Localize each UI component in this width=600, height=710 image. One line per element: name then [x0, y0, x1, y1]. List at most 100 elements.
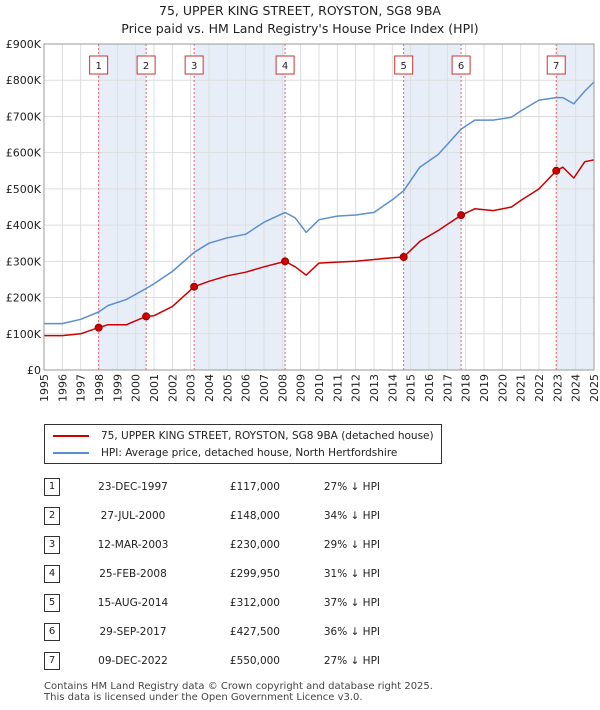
sale-date: 25-FEB-2008 [99, 567, 167, 580]
x-tick-label: 2000 [130, 374, 143, 402]
footer-licence: This data is licensed under the Open Gov… [44, 692, 363, 703]
legend-label-hpi: HPI: Average price, detached house, Nort… [101, 447, 398, 459]
x-tick-label: 2022 [533, 374, 546, 402]
sale-number-badge: 5 [44, 593, 60, 612]
sale-price: £550,000 [229, 654, 280, 667]
sale-number-label: 2 [143, 61, 149, 72]
sale-number-label: 4 [282, 61, 288, 72]
sale-date: 15-AUG-2014 [97, 596, 169, 609]
legend-label-property: 75, UPPER KING STREET, ROYSTON, SG8 9BA … [101, 430, 434, 442]
sale-number-box [394, 55, 414, 75]
x-tick-label: 1998 [93, 374, 106, 402]
sale-point [552, 166, 561, 175]
x-tick-label: 2002 [166, 374, 179, 402]
footer-attribution: Contains HM Land Registry data © Crown c… [44, 681, 433, 703]
ownership-shading [98, 44, 147, 370]
sale-date: 09-DEC-2022 [98, 654, 168, 667]
chart-subtitle: Price paid vs. HM Land Registry's House … [121, 21, 479, 36]
legend-swatch-property [53, 435, 89, 437]
sale-hpi-diff: 27% ↓ HPI [323, 654, 380, 667]
sale-number-badge: 4 [44, 564, 60, 583]
sale-date: 29-SEP-2017 [99, 625, 167, 638]
y-tick-label: £800K [6, 74, 42, 87]
sale-point [457, 211, 466, 220]
x-tick-label: 1995 [38, 374, 51, 402]
x-tick-label: 2019 [478, 374, 491, 402]
x-tick-label: 2016 [423, 374, 436, 402]
sale-number-label: 5 [401, 61, 407, 72]
x-tick-label: 2010 [313, 374, 326, 402]
sale-number-badge: 7 [44, 651, 60, 670]
sale-number-box [275, 55, 295, 75]
sale-price: £117,000 [229, 480, 280, 493]
x-tick-label: 2009 [295, 374, 308, 402]
sale-number-label: 1 [95, 61, 101, 72]
x-tick-label: 2014 [386, 374, 399, 402]
x-tick-label: 2021 [515, 374, 528, 402]
x-tick-label: 2025 [588, 374, 600, 402]
ownership-shading [556, 44, 594, 370]
table-row: 1 23-DEC-1997 £117,000 27% ↓ HPI [44, 472, 380, 501]
chart-legend: 75, UPPER KING STREET, ROYSTON, SG8 9BA … [44, 424, 442, 464]
sale-number-label: 3 [191, 61, 197, 72]
y-tick-label: £500K [6, 183, 42, 196]
sale-number-label: 6 [458, 61, 464, 72]
price-chart: 1 2 3 4 5 6 7 £0 £100K £200K £300K £400K £500K £600K £… [6, 38, 600, 402]
sale-date: 12-MAR-2003 [97, 538, 169, 551]
ownership-shading [194, 44, 286, 370]
y-tick-label: £400K [6, 219, 42, 232]
sale-date: 23-DEC-1997 [98, 480, 168, 493]
sale-point [142, 312, 151, 321]
x-tick-label: 1999 [111, 374, 124, 402]
x-tick-label: 1996 [56, 374, 69, 402]
chart-title: 75, UPPER KING STREET, ROYSTON, SG8 9BA [159, 3, 441, 18]
sale-price: £299,950 [229, 567, 280, 580]
y-tick-label: £100K [6, 328, 42, 341]
sale-point [94, 323, 103, 332]
sale-hpi-diff: 37% ↓ HPI [323, 596, 380, 609]
sale-point [190, 282, 199, 291]
sale-point [281, 257, 290, 266]
y-tick-label: £200K [6, 292, 42, 305]
sale-date: 27-JUL-2000 [100, 509, 166, 522]
table-row: 2 27-JUL-2000 £148,000 34% ↓ HPI [44, 501, 380, 530]
x-tick-label: 2011 [331, 374, 344, 402]
table-row: 5 15-AUG-2014 £312,000 37% ↓ HPI [44, 588, 380, 617]
legend-item-property: 75, UPPER KING STREET, ROYSTON, SG8 9BA … [53, 428, 434, 444]
x-tick-label: 2013 [368, 374, 381, 402]
x-tick-label: 2015 [405, 374, 418, 402]
sale-number-box [184, 55, 204, 75]
legend-item-hpi: HPI: Average price, detached house, Nort… [53, 445, 397, 461]
x-tick-label: 2020 [496, 374, 509, 402]
x-tick-label: 2004 [203, 374, 216, 402]
table-row: 4 25-FEB-2008 £299,950 31% ↓ HPI [44, 559, 380, 588]
sale-hpi-diff: 31% ↓ HPI [323, 567, 380, 580]
sale-number-box [136, 55, 156, 75]
y-tick-label: £0 [27, 364, 41, 377]
sale-number-box [546, 55, 566, 75]
legend-swatch-hpi [53, 452, 89, 454]
x-tick-label: 2001 [148, 374, 161, 402]
footer-copyright: Contains HM Land Registry data © Crown c… [44, 681, 433, 692]
y-tick-label: £900K [6, 38, 42, 51]
table-row: 3 12-MAR-2003 £230,000 29% ↓ HPI [44, 530, 380, 559]
x-tick-label: 2018 [460, 374, 473, 402]
x-tick-label: 2017 [441, 374, 454, 402]
x-tick-label: 2006 [240, 374, 253, 402]
sale-number-badge: 1 [44, 477, 60, 496]
sale-number-box [89, 55, 109, 75]
sale-price: £312,000 [229, 596, 280, 609]
x-tick-label: 2024 [570, 374, 583, 402]
x-tick-label: 2005 [221, 374, 234, 402]
y-tick-label: £700K [6, 110, 42, 123]
ownership-shading [403, 44, 462, 370]
x-tick-label: 1997 [75, 374, 88, 402]
x-tick-label: 2007 [258, 374, 271, 402]
sale-hpi-diff: 36% ↓ HPI [323, 625, 380, 638]
hpi-line [44, 81, 595, 325]
y-tick-label: £300K [6, 255, 42, 268]
y-tick-label: £600K [6, 147, 42, 160]
sale-hpi-diff: 29% ↓ HPI [323, 538, 380, 551]
sale-point [399, 252, 408, 261]
plot-border [43, 43, 595, 371]
